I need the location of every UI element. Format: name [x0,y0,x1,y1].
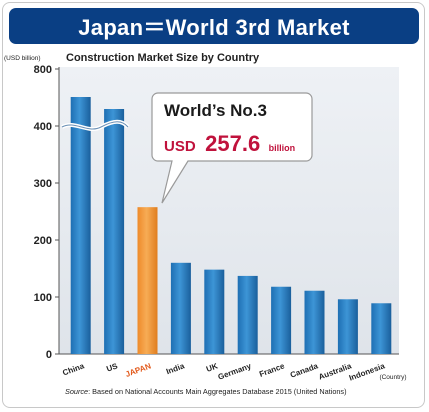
bar-germany [237,275,258,354]
y-tick-label: 300 [34,178,52,190]
bar-india [170,262,191,354]
bar-indonesia [371,303,392,354]
x-tick-label: JAPAN [124,361,152,379]
y-tick-label: 400 [34,121,52,133]
chart-title: Construction Market Size by Country [66,52,260,64]
callout-line1: World’s No.3 [164,101,267,120]
callout-box [151,92,313,204]
x-tick-label: UK [205,361,219,373]
x-unit-label: (Country) [379,374,406,381]
bar-canada [304,290,325,354]
y-unit-label: (USD billion) [4,55,40,62]
bar-australia [337,299,358,354]
callout-value-line: USD 257.6 billion [164,131,295,156]
callout-prefix: USD [164,138,196,155]
y-tick-label: 100 [34,292,52,304]
page-title: Japan＝World 3rd Market [9,8,419,44]
bar-china [70,97,91,354]
axis-break-line [61,121,129,130]
callout-suffix: billion [269,143,296,153]
x-tick-label: China [61,361,85,377]
source-text: : Based on National Accounts Main Aggreg… [88,387,346,396]
bars [70,97,392,354]
x-tick-label: Australia [317,361,353,381]
callout: World’s No.3 USD 257.6 billion [151,92,313,204]
x-tick-label: France [258,361,286,379]
source-italic: Source [65,387,88,396]
callout-value: 257.6 [205,131,260,156]
source-note: Source: Based on National Accounts Main … [65,387,347,396]
x-tick-label: US [105,361,119,373]
bar-uk [204,269,225,354]
x-tick-label: Germany [217,361,253,382]
x-tick-label: India [165,361,186,376]
y-axis: 0 100 200 300 400 800 [34,64,399,361]
bar-france [271,286,292,354]
y-tick-label: 0 [46,349,52,361]
bar-japan [137,207,158,354]
y-tick-label: 800 [34,64,52,76]
bar-us [104,109,125,354]
x-tick-label: Canada [289,361,320,380]
y-tick-label: 200 [34,235,52,247]
